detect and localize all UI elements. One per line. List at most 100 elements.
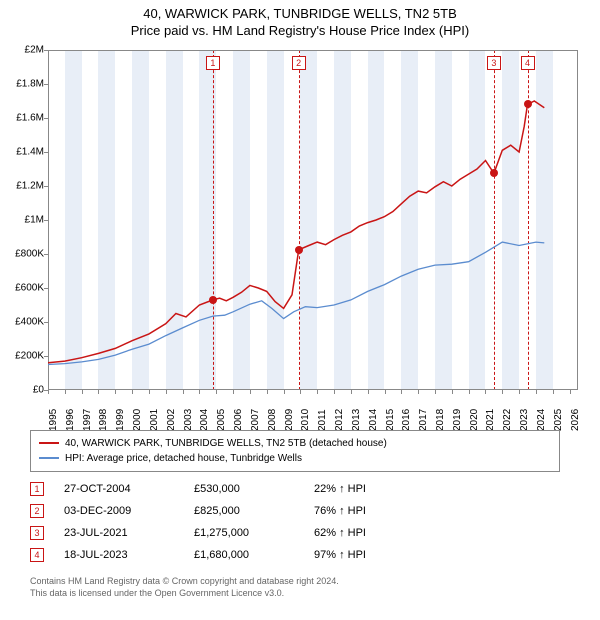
xtick-label: 2022 <box>502 409 513 431</box>
xtick-mark <box>351 390 352 394</box>
sale-row: 127-OCT-2004£530,00022% ↑ HPI <box>30 478 560 500</box>
xtick-mark <box>250 390 251 394</box>
xtick-label: 2015 <box>385 409 396 431</box>
xtick-mark <box>368 390 369 394</box>
legend: 40, WARWICK PARK, TUNBRIDGE WELLS, TN2 5… <box>30 430 560 472</box>
xtick-label: 2009 <box>284 409 295 431</box>
xtick-mark <box>536 390 537 394</box>
sale-price: £530,000 <box>194 483 314 495</box>
xtick-mark <box>233 390 234 394</box>
ytick-label: £600K <box>2 283 44 294</box>
xtick-mark <box>98 390 99 394</box>
xtick-mark <box>166 390 167 394</box>
xtick-mark <box>452 390 453 394</box>
xtick-label: 2000 <box>132 409 143 431</box>
xtick-mark <box>115 390 116 394</box>
ytick-label: £1.8M <box>2 79 44 90</box>
line-series <box>48 50 578 390</box>
xtick-mark <box>300 390 301 394</box>
xtick-label: 2007 <box>250 409 261 431</box>
ytick-label: £1.2M <box>2 181 44 192</box>
sale-index-box: 2 <box>30 504 44 518</box>
xtick-label: 2010 <box>300 409 311 431</box>
xtick-mark <box>48 390 49 394</box>
sale-row: 323-JUL-2021£1,275,00062% ↑ HPI <box>30 522 560 544</box>
sale-price: £825,000 <box>194 505 314 517</box>
footer-line1: Contains HM Land Registry data © Crown c… <box>30 576 570 588</box>
sale-index-box: 3 <box>30 526 44 540</box>
ytick-label: £200K <box>2 351 44 362</box>
legend-item: HPI: Average price, detached house, Tunb… <box>39 451 551 466</box>
ytick-mark <box>44 118 48 119</box>
xtick-mark <box>216 390 217 394</box>
xtick-mark <box>570 390 571 394</box>
xtick-label: 2004 <box>199 409 210 431</box>
xtick-label: 2014 <box>368 409 379 431</box>
xtick-mark <box>502 390 503 394</box>
xtick-label: 2013 <box>351 409 362 431</box>
ytick-mark <box>44 220 48 221</box>
sale-marker <box>524 100 532 108</box>
xtick-mark <box>317 390 318 394</box>
xtick-label: 1997 <box>82 409 93 431</box>
xtick-label: 2019 <box>452 409 463 431</box>
xtick-mark <box>82 390 83 394</box>
sale-date: 23-JUL-2021 <box>64 527 194 539</box>
xtick-mark <box>199 390 200 394</box>
legend-item: 40, WARWICK PARK, TUNBRIDGE WELLS, TN2 5… <box>39 436 551 451</box>
ytick-label: £0 <box>2 385 44 396</box>
sale-hpi: 97% ↑ HPI <box>314 549 424 561</box>
xtick-label: 2011 <box>317 409 328 431</box>
xtick-mark <box>553 390 554 394</box>
xtick-label: 2005 <box>216 409 227 431</box>
sale-date: 03-DEC-2009 <box>64 505 194 517</box>
chart-area: 1234 £0£200K£400K£600K£800K£1M£1.2M£1.4M… <box>48 50 578 390</box>
xtick-mark <box>385 390 386 394</box>
xtick-label: 2003 <box>183 409 194 431</box>
ytick-mark <box>44 356 48 357</box>
sale-date: 27-OCT-2004 <box>64 483 194 495</box>
sale-date: 18-JUL-2023 <box>64 549 194 561</box>
ytick-label: £1.6M <box>2 113 44 124</box>
xtick-label: 2017 <box>418 409 429 431</box>
ytick-mark <box>44 322 48 323</box>
sale-index-box: 4 <box>30 548 44 562</box>
xtick-label: 2024 <box>536 409 547 431</box>
sale-row: 203-DEC-2009£825,00076% ↑ HPI <box>30 500 560 522</box>
legend-label: 40, WARWICK PARK, TUNBRIDGE WELLS, TN2 5… <box>65 438 387 449</box>
xtick-label: 2023 <box>519 409 530 431</box>
ytick-label: £400K <box>2 317 44 328</box>
xtick-mark <box>267 390 268 394</box>
sale-marker <box>209 296 217 304</box>
ytick-label: £2M <box>2 45 44 56</box>
footer-line2: This data is licensed under the Open Gov… <box>30 588 570 600</box>
ytick-mark <box>44 152 48 153</box>
series-property <box>48 101 544 363</box>
xtick-label: 2020 <box>469 409 480 431</box>
xtick-mark <box>183 390 184 394</box>
legend-swatch <box>39 442 59 444</box>
xtick-mark <box>418 390 419 394</box>
xtick-mark <box>435 390 436 394</box>
xtick-label: 2001 <box>149 409 160 431</box>
footer: Contains HM Land Registry data © Crown c… <box>30 576 570 599</box>
xtick-label: 2006 <box>233 409 244 431</box>
sale-hpi: 62% ↑ HPI <box>314 527 424 539</box>
ytick-mark <box>44 50 48 51</box>
xtick-mark <box>149 390 150 394</box>
xtick-mark <box>519 390 520 394</box>
sale-marker <box>295 246 303 254</box>
xtick-label: 2026 <box>570 409 581 431</box>
sale-hpi: 22% ↑ HPI <box>314 483 424 495</box>
xtick-mark <box>65 390 66 394</box>
xtick-label: 1995 <box>48 409 59 431</box>
xtick-mark <box>485 390 486 394</box>
sale-marker <box>490 169 498 177</box>
xtick-label: 2021 <box>485 409 496 431</box>
series-hpi <box>48 242 544 364</box>
sale-row: 418-JUL-2023£1,680,00097% ↑ HPI <box>30 544 560 566</box>
xtick-label: 2016 <box>401 409 412 431</box>
xtick-label: 2018 <box>435 409 446 431</box>
xtick-mark <box>401 390 402 394</box>
xtick-mark <box>469 390 470 394</box>
